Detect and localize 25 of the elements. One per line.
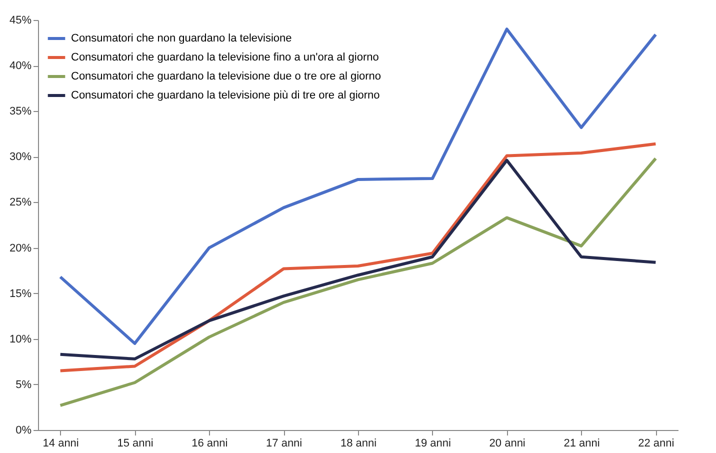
y-tick-label: 45% (9, 14, 32, 26)
x-tick-label: 14 anni (42, 438, 79, 450)
x-tick-label: 21 anni (564, 438, 600, 450)
y-tick-label: 20% (9, 242, 32, 254)
x-tick-label: 22 anni (638, 438, 674, 450)
legend-label: Consumatori che non guardano la televisione (71, 32, 292, 44)
x-tick-label: 17 anni (266, 438, 302, 450)
y-tick-label: 35% (9, 106, 32, 118)
x-tick-label: 19 anni (414, 438, 451, 450)
y-tick-label: 15% (9, 288, 32, 300)
legend-label: Consumatori che guardano la televisione più di tre ore al giorno (71, 90, 380, 102)
y-tick-label: 5% (16, 378, 32, 391)
x-tick-label: 18 anni (340, 438, 377, 450)
y-tick-label: 25% (9, 196, 32, 209)
line-series (58, 156, 658, 407)
y-tick-label: 10% (9, 333, 32, 346)
x-tick-label: 16 anni (192, 438, 228, 450)
y-tick-label: 30% (9, 151, 32, 164)
legend-label: Consumatori che guardano la televisione fino a un'ora al giorno (71, 52, 379, 64)
x-tick-label: 20 anni (489, 438, 526, 450)
line-series (58, 28, 658, 345)
y-tick-label: 0% (16, 424, 32, 436)
legend-label: Consumatori che guardano la televisione due o tre ore al giorno (71, 70, 382, 82)
y-tick-label: 40% (9, 60, 32, 72)
x-tick-label: 15 anni (117, 438, 154, 450)
